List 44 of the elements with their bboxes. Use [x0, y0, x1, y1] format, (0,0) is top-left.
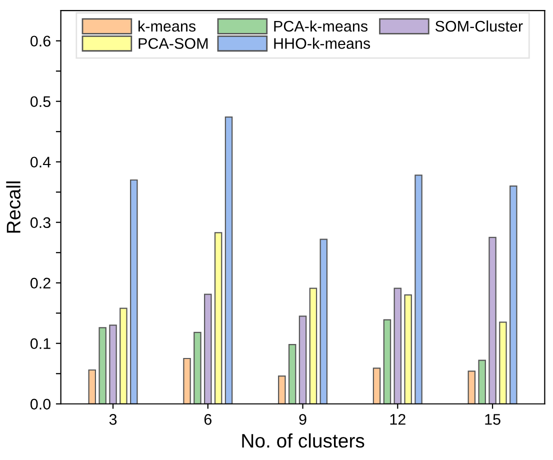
bar [510, 185, 518, 404]
x-tick-label: 6 [204, 414, 212, 425]
bar [383, 319, 392, 404]
bar [298, 316, 307, 404]
bar [394, 288, 402, 404]
y-axis-title: Recall [6, 182, 20, 233]
legend-label: HHO-k-means [274, 38, 370, 49]
bar [309, 288, 318, 404]
x-tick-label: 3 [109, 414, 117, 425]
y-tick-label: 0.2 [30, 278, 50, 289]
legend-label: SOM-Cluster [435, 20, 523, 32]
bar [98, 327, 106, 404]
legend-label: PCA-k-means [274, 20, 368, 32]
bar [278, 375, 286, 404]
x-tick-label: 9 [299, 414, 306, 425]
bar [224, 116, 233, 404]
y-tick-label: 0.6 [30, 36, 50, 47]
bar [468, 370, 476, 404]
x-tick-label: 15 [485, 414, 500, 425]
bar [499, 322, 507, 404]
y-tick-label: 0.3 [30, 217, 50, 228]
bar [488, 236, 496, 404]
x-axis-title: No. of clusters [242, 433, 364, 448]
bar [130, 179, 138, 404]
y-tick-label: 0.5 [30, 96, 50, 108]
bar [478, 360, 486, 404]
bar [183, 358, 191, 404]
bar [214, 232, 222, 404]
bar [109, 324, 117, 404]
x-tick-label: 12 [390, 414, 406, 425]
bar [88, 369, 96, 404]
bar [372, 368, 381, 404]
y-tick-label: 0.4 [30, 156, 51, 168]
bar [414, 174, 422, 404]
legend-label: k-means [138, 20, 196, 32]
legend-label: PCA-SOM [138, 38, 208, 49]
bar [288, 344, 296, 404]
bar [120, 308, 128, 404]
bar [194, 332, 202, 404]
y-tick-label: 0.0 [30, 398, 51, 410]
bar [320, 238, 328, 404]
y-tick-label: 0.1 [30, 338, 50, 350]
bar [204, 294, 212, 404]
bar [404, 294, 412, 404]
